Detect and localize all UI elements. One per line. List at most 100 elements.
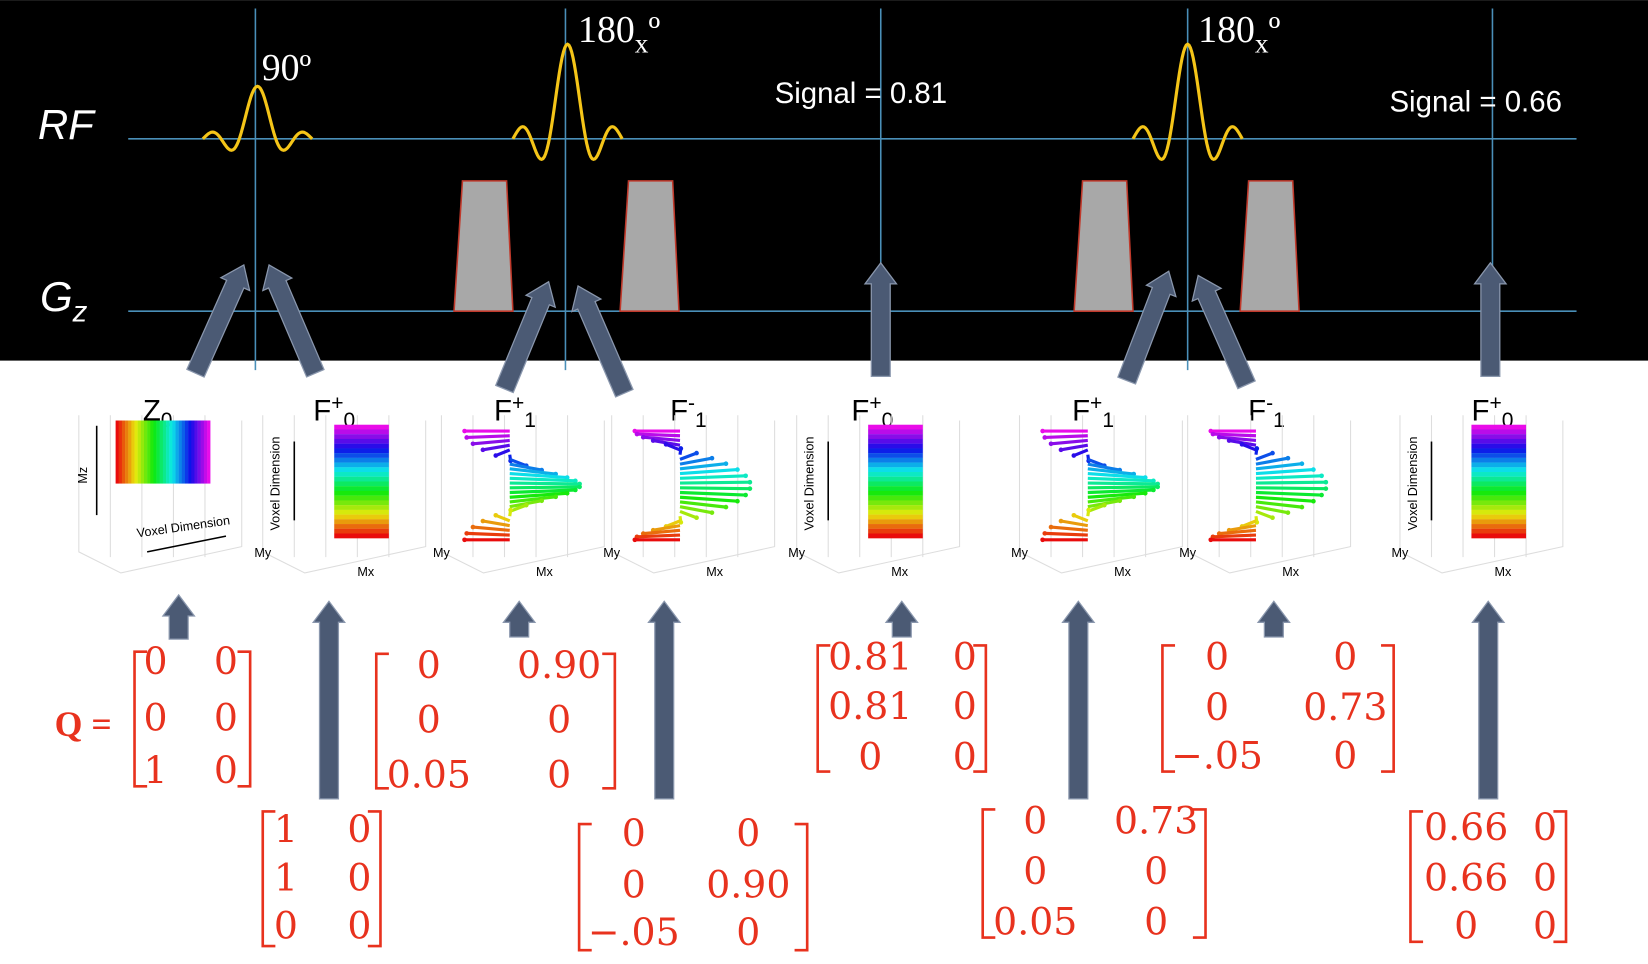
voxel-stripe [334,519,389,524]
voxel-stripe [334,524,389,529]
helix-tip [710,510,715,515]
voxel-stripe [334,472,389,477]
gz-label-sub: z [72,296,88,329]
helix-vector [680,464,726,469]
helix-vector [680,502,726,507]
pulse-angle: 180 [1198,9,1255,51]
state-letter: F [313,395,331,428]
helix-vector [1088,487,1158,488]
helix-vector [680,511,697,517]
pulse-label: 90º [262,47,312,89]
voxel-stripe [1471,425,1526,430]
voxel-stripe [334,444,389,449]
helix-tip [743,473,748,478]
matrix-entry: 0.90 [706,863,790,907]
matrix-entry: 0.90 [517,643,601,687]
voxel-bar [128,421,131,484]
helix-tip [724,505,729,510]
helix-tip [694,515,699,520]
pulse-angle: 90º [262,47,312,89]
voxel-stripe [868,486,923,491]
state-sup: + [1090,392,1102,415]
sequence-background [0,0,1648,361]
voxel-stripe [1471,529,1526,534]
voxel-bar [204,421,207,484]
state-title: F+1 [494,392,536,432]
matrix-entry: 0 [1205,635,1229,679]
matrix-entry: 0 [417,698,441,742]
matrix-entry: −.05 [1171,733,1263,777]
voxel-stripe [1471,510,1526,515]
voxel-stripe [868,481,923,486]
matrix-entry: 0 [274,904,298,948]
voxel-stripe [334,453,389,458]
helix-tip [748,486,753,491]
matrix-entry: 0 [1533,904,1557,948]
voxel-bar [138,421,141,484]
voxel-bar [182,421,185,484]
state-letter: F [851,395,869,428]
helix-vector [1256,502,1302,507]
helix-tip [1286,510,1291,515]
state-letter: F [1072,395,1090,428]
matrix-entry: 0 [1333,635,1357,679]
helix-tip [493,453,498,458]
helix-tip [1270,515,1275,520]
helix-tip [464,435,469,440]
voxel-bar [119,421,122,484]
voxel-stripe [334,500,389,505]
helix-tip [462,537,467,542]
voxel-stripe [334,448,389,453]
voxel-stripe [1471,463,1526,468]
state-sup: - [1266,392,1273,415]
helix-tip [1143,491,1148,496]
voxel-stripe [868,448,923,453]
voxel-bar [185,421,188,484]
helix-vector [1061,445,1088,450]
helix-vector [510,483,580,484]
matrix-entry: 0 [953,635,977,679]
voxel-bar [169,421,172,484]
voxel-bar [122,421,125,484]
helix-tip [1270,451,1275,456]
helix-tip [1072,513,1077,518]
matrix-entry: 0 [1533,805,1557,849]
axis-label: Voxel Dimension [1406,437,1420,531]
helix-tip [1319,493,1324,498]
helix-tip [524,503,529,508]
pulse-degree: º [1269,9,1281,51]
state-sup: + [869,392,881,415]
voxel-bar [160,421,163,484]
state-sub: 1 [1102,409,1114,432]
voxel-bar [141,421,144,484]
state-sup: - [688,392,695,415]
arrow [1063,601,1095,799]
helix-vector [510,493,567,497]
helix-tip [1042,435,1047,440]
helix-tip [635,432,640,437]
helix-tip [1300,505,1305,510]
helix-vector [680,470,737,474]
voxel-stripe [334,477,389,482]
helix-vector [680,453,697,459]
state-title: F-1 [670,392,707,432]
voxel-stripe [868,439,923,444]
matrix-entry: 0.81 [828,635,912,679]
axis-label: My [1179,546,1197,560]
voxel-stripe [1471,524,1526,529]
voxel-stripe [1471,519,1526,524]
matrix-entry: 0 [1023,849,1047,893]
voxel-stripe [868,500,923,505]
signal-label: Signal = 0.81 [775,77,948,110]
axis-label: Mx [1495,565,1513,579]
helix-tip [1255,446,1260,451]
voxel-stripe [868,524,923,529]
helix-vector [1045,533,1088,535]
voxel-stripe [868,458,923,463]
voxel-stripe [1471,481,1526,486]
state-title: F+1 [1072,392,1114,432]
helix-vector [637,535,680,537]
pulse-angle: 180 [578,9,635,51]
rf-label: RF [38,101,96,148]
matrix-entry: −.05 [588,910,680,954]
